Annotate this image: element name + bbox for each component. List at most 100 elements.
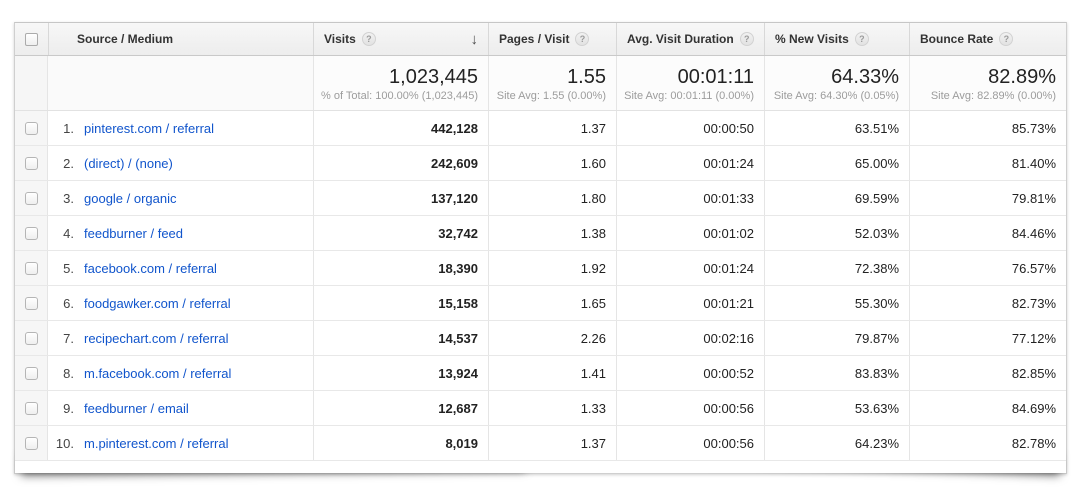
visits-value: 18,390 [313,251,488,285]
avg-visit-duration-value: 00:00:50 [616,111,764,145]
pages-per-visit-value: 1.92 [488,251,616,285]
source-medium-link[interactable]: foodgawker.com / referral [84,295,231,311]
row-checkbox[interactable] [24,121,38,135]
source-medium-link[interactable]: google / organic [84,190,177,206]
col-header-new-visits[interactable]: % New Visits ? [764,23,909,55]
visits-value: 14,537 [313,321,488,355]
source-medium-cell: 10. m.pinterest.com / referral [48,426,313,460]
visits-value: 8,019 [313,426,488,460]
source-medium-link[interactable]: pinterest.com / referral [84,120,215,136]
summary-pages: 1.55 Site Avg: 1.55 (0.00%) [488,56,616,110]
pages-per-visit-value: 1.37 [488,111,616,145]
pages-per-visit-value: 1.41 [488,356,616,390]
row-rank: 4. [63,225,74,241]
row-checkbox-cell [15,216,48,250]
sources-table: Source / Medium Visits ? ↓ Pages / Visit… [14,22,1067,474]
bounce-rate-value: 77.12% [909,321,1066,355]
row-checkbox-cell [15,111,48,145]
source-medium-link[interactable]: feedburner / email [84,400,189,416]
bounce-rate-value: 85.73% [909,111,1066,145]
source-medium-link[interactable]: m.pinterest.com / referral [84,435,229,451]
avg-visit-duration-value: 00:01:02 [616,216,764,250]
new-visits-value: 52.03% [764,216,909,250]
visits-value: 242,609 [313,146,488,180]
help-icon[interactable]: ? [999,32,1014,46]
row-checkbox[interactable] [24,261,38,275]
col-header-pages-visit[interactable]: Pages / Visit ? [488,23,616,55]
source-medium-link[interactable]: recipechart.com / referral [84,330,229,346]
summary-row: 1,023,445 % of Total: 100.00% (1,023,445… [15,56,1066,111]
col-header-visits[interactable]: Visits ? ↓ [313,23,488,55]
sort-desc-icon: ↓ [470,30,479,48]
table-row: 8. m.facebook.com / referral 13,924 1.41… [15,356,1066,391]
help-icon[interactable]: ? [361,32,376,46]
source-medium-cell: 2. (direct) / (none) [48,146,313,180]
help-icon[interactable]: ? [739,32,754,46]
source-medium-cell: 3. google / organic [48,181,313,215]
new-visits-value: 65.00% [764,146,909,180]
pages-per-visit-value: 1.65 [488,286,616,320]
summary-pages-subtext: Site Avg: 1.55 (0.00%) [496,89,606,102]
table-footer-spacer [15,461,1066,473]
table-row: 6. foodgawker.com / referral 15,158 1.65… [15,286,1066,321]
row-checkbox[interactable] [24,296,38,310]
bounce-rate-value: 76.57% [909,251,1066,285]
row-rank: 5. [63,260,74,276]
visits-value: 32,742 [313,216,488,250]
pages-per-visit-value: 1.37 [488,426,616,460]
table-header-row: Source / Medium Visits ? ↓ Pages / Visit… [15,23,1066,56]
visits-value: 15,158 [313,286,488,320]
help-icon[interactable]: ? [575,32,590,46]
summary-duration: 00:01:11 Site Avg: 00:01:11 (0.00%) [616,56,764,110]
row-checkbox[interactable] [24,226,38,240]
summary-new-visits: 64.33% Site Avg: 64.30% (0.05%) [764,56,909,110]
col-header-label: Pages / Visit [499,32,570,46]
avg-visit-duration-value: 00:01:24 [616,251,764,285]
avg-visit-duration-value: 00:00:56 [616,391,764,425]
avg-visit-duration-value: 00:00:52 [616,356,764,390]
col-header-bounce-rate[interactable]: Bounce Rate ? [909,23,1066,55]
row-checkbox[interactable] [24,331,38,345]
table-row: 7. recipechart.com / referral 14,537 2.2… [15,321,1066,356]
pages-per-visit-value: 1.60 [488,146,616,180]
summary-bounce-subtext: Site Avg: 82.89% (0.00%) [930,89,1056,102]
row-checkbox[interactable] [24,366,38,380]
row-rank: 8. [63,365,74,381]
row-checkbox[interactable] [24,436,38,450]
row-checkbox-cell [15,251,48,285]
table-row: 9. feedburner / email 12,687 1.33 00:00:… [15,391,1066,426]
source-medium-link[interactable]: facebook.com / referral [84,260,217,276]
row-checkbox[interactable] [24,191,38,205]
row-checkbox-cell [15,356,48,390]
new-visits-value: 79.87% [764,321,909,355]
new-visits-value: 63.51% [764,111,909,145]
new-visits-value: 83.83% [764,356,909,390]
table-row: 4. feedburner / feed 32,742 1.38 00:01:0… [15,216,1066,251]
new-visits-value: 53.63% [764,391,909,425]
table-row: 10. m.pinterest.com / referral 8,019 1.3… [15,426,1066,461]
visits-value: 137,120 [313,181,488,215]
col-header-avg-visit-duration[interactable]: Avg. Visit Duration ? [616,23,764,55]
source-medium-link[interactable]: (direct) / (none) [84,155,173,171]
select-all-checkbox[interactable] [25,32,38,46]
summary-source-cell [48,56,313,110]
row-checkbox-cell [15,146,48,180]
source-medium-link[interactable]: m.facebook.com / referral [84,365,232,381]
row-checkbox-cell [15,391,48,425]
source-medium-link[interactable]: feedburner / feed [84,225,184,241]
row-rank: 10. [55,435,74,451]
summary-duration-subtext: Site Avg: 00:01:11 (0.00%) [624,89,754,102]
bounce-rate-value: 84.69% [909,391,1066,425]
new-visits-value: 69.59% [764,181,909,215]
col-header-source-medium[interactable]: Source / Medium [48,23,313,55]
col-header-label: Bounce Rate [920,32,994,46]
row-checkbox[interactable] [24,156,38,170]
avg-visit-duration-value: 00:01:24 [616,146,764,180]
bounce-rate-value: 82.85% [909,356,1066,390]
summary-new-visits-total: 64.33% [831,65,899,88]
row-checkbox[interactable] [24,401,38,415]
row-checkbox-cell [15,426,48,460]
source-medium-cell: 7. recipechart.com / referral [48,321,313,355]
help-icon[interactable]: ? [854,32,869,46]
